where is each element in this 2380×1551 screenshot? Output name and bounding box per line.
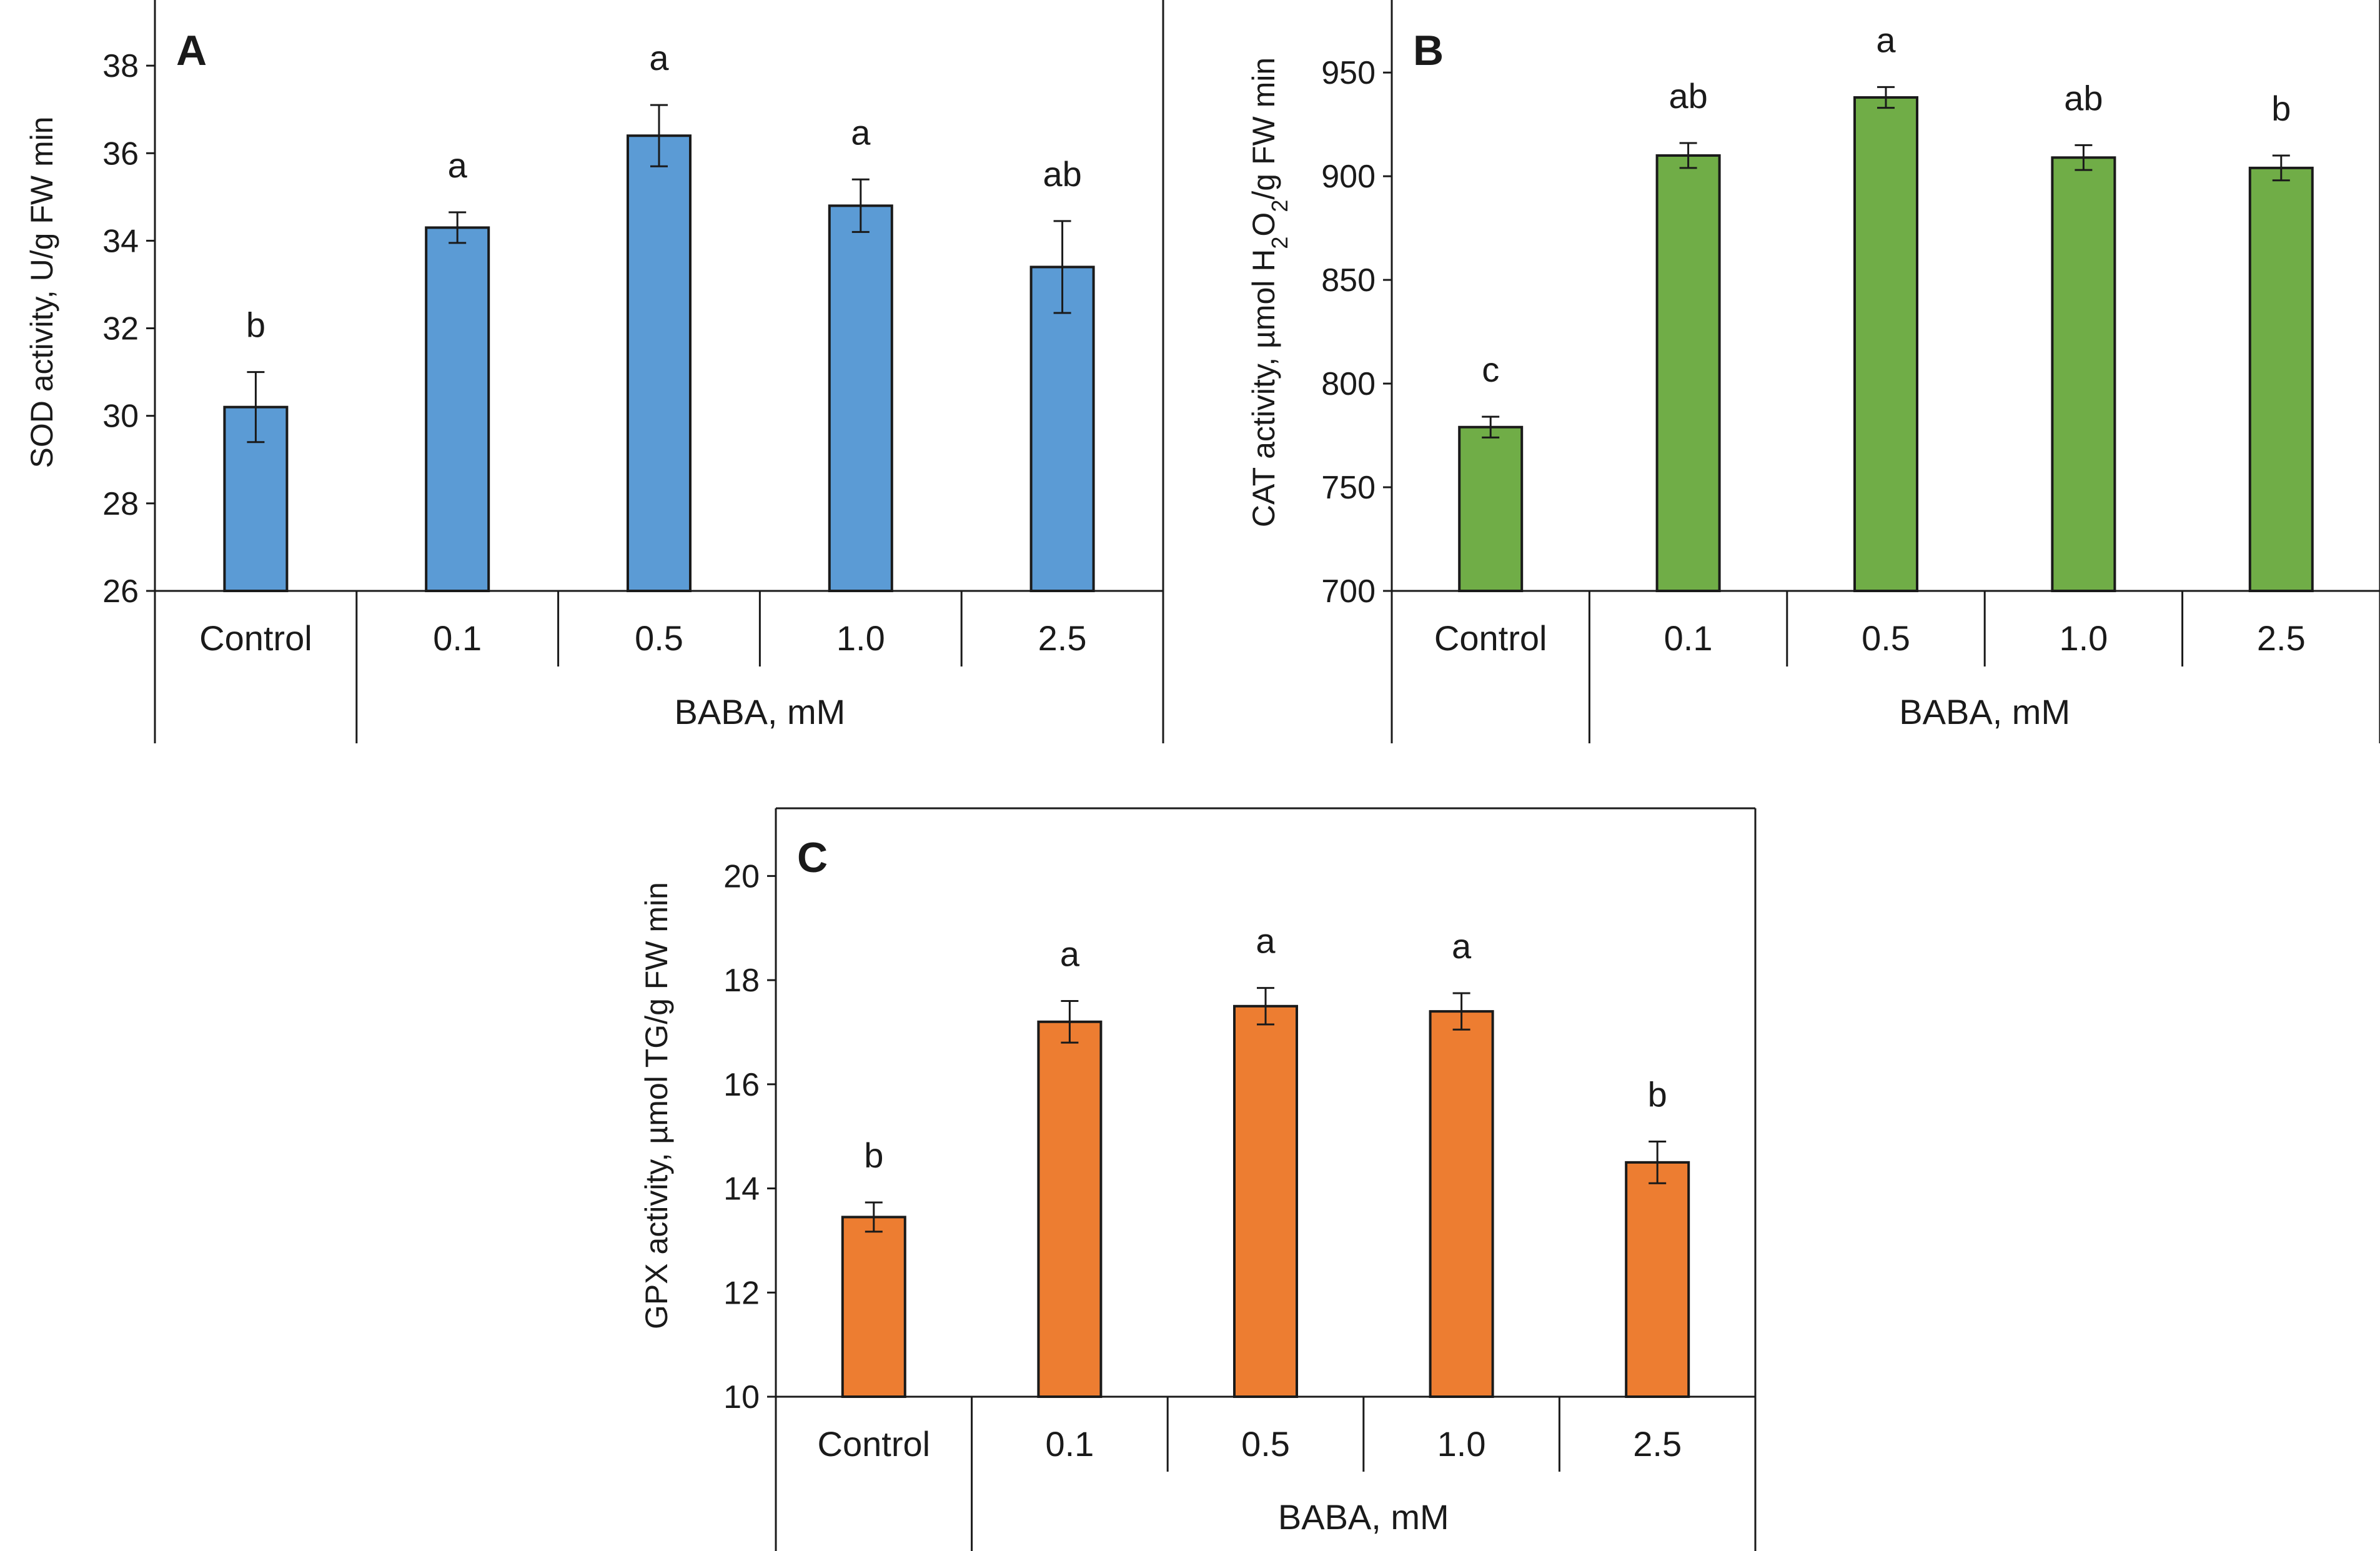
y-tick-label: 32 [102, 311, 139, 347]
y-axis-title-part: O [1246, 212, 1281, 237]
significance-label: b [864, 1136, 883, 1175]
y-tick-label: 18 [723, 963, 760, 999]
category-label: 0.1 [1045, 1424, 1094, 1464]
panel-letter: A [176, 27, 207, 74]
bar [1029, 265, 1095, 592]
y-tick-label: 26 [102, 573, 139, 610]
category-label: Control [199, 618, 312, 658]
y-axis-title-part: /g FW min [1246, 57, 1281, 200]
significance-label: a [1060, 934, 1080, 973]
significance-label: b [246, 305, 265, 345]
bar [1655, 154, 1721, 592]
y-tick-label: 28 [102, 486, 139, 522]
significance-label: a [448, 146, 468, 185]
significance-label: ab [2064, 78, 2103, 117]
bar [2248, 166, 2314, 592]
bar [627, 134, 692, 593]
y-tick-label: 700 [1321, 573, 1376, 610]
y-tick-label: 30 [102, 399, 139, 435]
category-label: Control [1434, 618, 1547, 658]
y-tick-label: 950 [1321, 55, 1376, 91]
significance-label: a [649, 38, 669, 77]
bar [1625, 1161, 1690, 1399]
bar [2051, 156, 2116, 592]
bar [841, 1216, 906, 1398]
significance-label: a [1256, 921, 1276, 961]
category-label: Control [818, 1424, 931, 1464]
bar [1458, 425, 1524, 592]
chart-panel-b: 700 750 800 850 900 950 c Control ab 0.1 a 0.5 ab 1.0… [1246, 0, 2380, 743]
y-tick-label: 38 [102, 48, 139, 84]
bar [828, 204, 893, 592]
significance-label: a [851, 112, 871, 152]
category-label: 1.0 [2059, 618, 2108, 658]
category-label: 2.5 [2257, 618, 2306, 658]
y-axis-title: CAT activity, µmol H2O2/g FW min [1246, 57, 1292, 527]
y-tick-label: 900 [1321, 159, 1376, 195]
significance-label: a [1876, 20, 1896, 59]
y-tick-label: 20 [723, 858, 760, 894]
category-label: 1.0 [1437, 1424, 1486, 1464]
significance-label: ab [1668, 76, 1707, 116]
panel-letter: B [1413, 27, 1444, 74]
y-tick-label: 16 [723, 1067, 760, 1103]
panel-letter: C [797, 834, 828, 881]
category-label: 0.5 [1241, 1424, 1290, 1464]
category-label: 0.1 [433, 618, 482, 658]
category-label: 2.5 [1633, 1424, 1682, 1464]
significance-label: a [1452, 926, 1472, 966]
y-tick-label: 12 [723, 1275, 760, 1311]
bar [223, 405, 289, 592]
y-tick-label: 14 [723, 1171, 760, 1207]
y-axis-title: SOD activity, U/g FW min [24, 116, 59, 468]
y-axis-title-part: GPX activity, µmol TG/g FW min [639, 882, 674, 1329]
y-tick-label: 34 [102, 223, 139, 259]
y-axis-title-part: CAT activity, µmol H [1246, 249, 1281, 528]
y-tick-label: 10 [723, 1379, 760, 1415]
y-axis-title-subscript: 2 [1267, 237, 1292, 249]
category-label: 0.5 [635, 618, 683, 658]
significance-label: b [1648, 1075, 1667, 1114]
category-label: 2.5 [1038, 618, 1087, 658]
y-axis-title-subscript: 2 [1267, 200, 1292, 212]
significance-label: b [2271, 89, 2291, 128]
bar [1233, 1004, 1298, 1399]
y-axis-title-part: SOD activity, U/g FW min [24, 116, 59, 468]
bar [425, 226, 490, 592]
x-axis-title: BABA, mM [674, 692, 845, 731]
bar [1429, 1010, 1494, 1398]
bar [1853, 96, 1918, 592]
y-tick-label: 36 [102, 136, 139, 172]
y-tick-label: 750 [1321, 470, 1376, 506]
y-tick-label: 800 [1321, 366, 1376, 402]
bar [1037, 1020, 1103, 1398]
significance-label: ab [1043, 154, 1081, 194]
category-label: 0.5 [1862, 618, 1910, 658]
significance-label: c [1482, 350, 1499, 389]
category-label: 0.1 [1664, 618, 1713, 658]
chart-panel-a: 26 28 30 32 34 36 38 b Control a 0.1 a 0.5 a 1.0 ab 2.5 B… [24, 0, 1164, 743]
chart-panel-c: 10 12 14 16 18 20 b Control a 0.1 a 0.5 a 1.0 b 2.5 BABA… [639, 807, 1757, 1551]
category-label: 1.0 [836, 618, 885, 658]
x-axis-title: BABA, mM [1899, 692, 2070, 731]
y-tick-label: 850 [1321, 262, 1376, 299]
y-axis-title: GPX activity, µmol TG/g FW min [639, 882, 674, 1329]
x-axis-title: BABA, mM [1278, 1497, 1449, 1537]
